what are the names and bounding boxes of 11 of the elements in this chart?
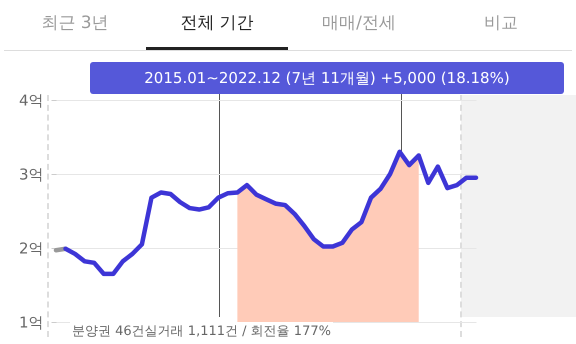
y-tick-label: 2억 [18,240,44,258]
text: 매매/전세 [321,12,397,35]
text: 비교 [483,12,519,35]
text: 최근 3년 [40,12,110,35]
line-series [63,150,478,276]
y-tick-label: 4억 [18,92,44,110]
y-tick-label: 3억 [18,166,44,184]
text: 2015.01~2022.12 (7년 11개월) +5,000 (18.18%) [90,62,564,94]
text: 전체 기간 [146,0,288,50]
y-tick-label: 1억 [18,314,44,332]
text: 분양권 46건실거래 1,111건 / 회전율 177% [70,322,333,340]
